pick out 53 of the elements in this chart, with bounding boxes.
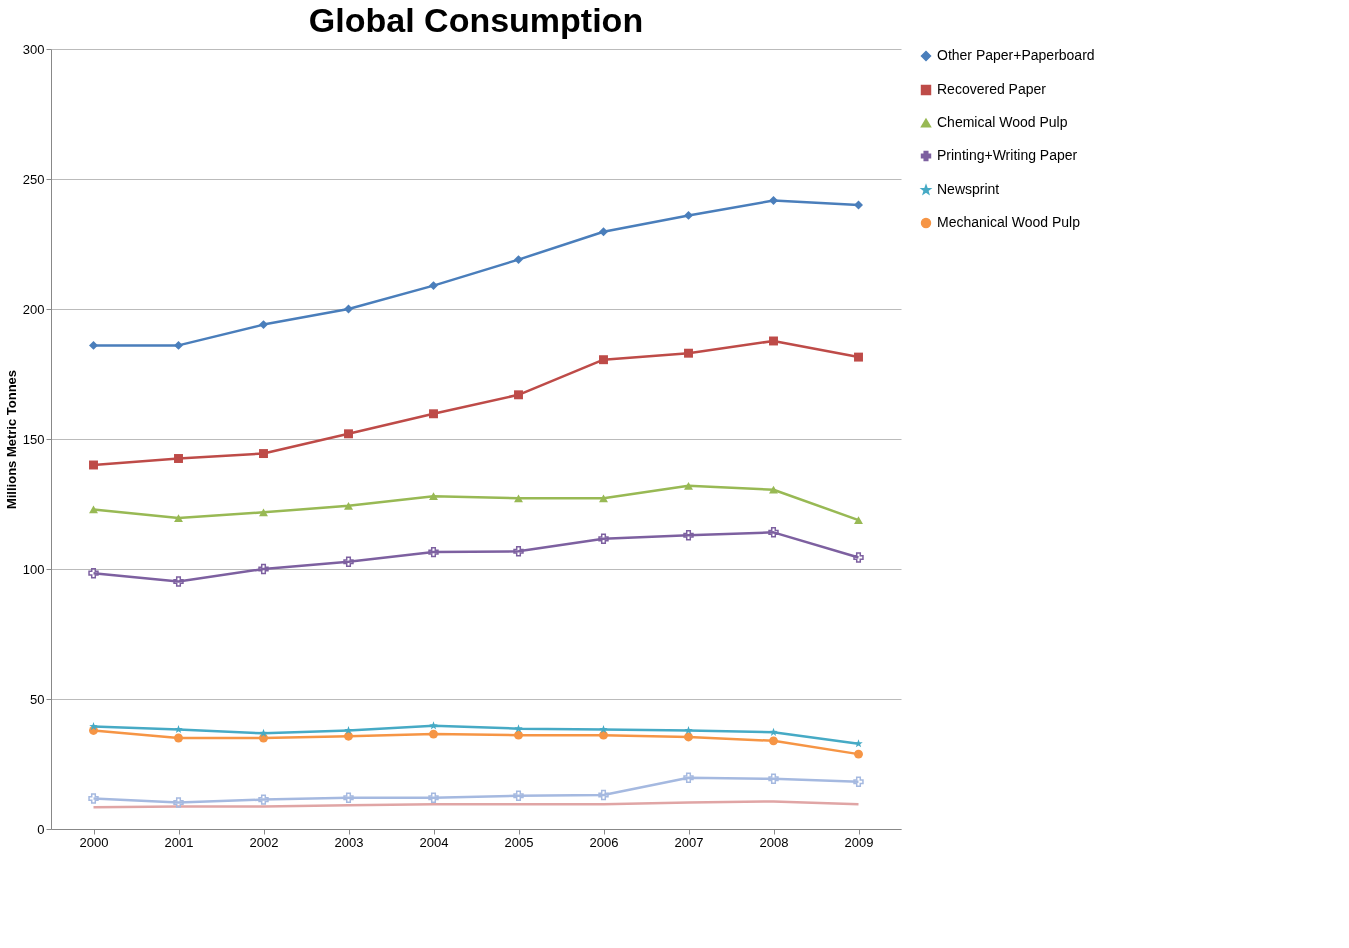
x-tick-label: 2000 — [79, 834, 109, 850]
point — [258, 794, 269, 805]
point — [513, 790, 524, 801]
y-tick-label: 50 — [30, 691, 45, 707]
point — [173, 576, 184, 587]
x-tick-label: 2008 — [759, 834, 789, 850]
point — [89, 340, 98, 350]
y-tick-label: 200 — [22, 301, 45, 317]
point — [599, 227, 608, 237]
point — [514, 255, 523, 265]
y-axis-title: Millions Metric Tonnes — [3, 369, 19, 510]
point — [683, 772, 694, 783]
x-tick-label: 2002 — [249, 834, 279, 850]
legend-label: Newsprint — [937, 181, 1000, 197]
x-tick-label: 2001 — [164, 834, 194, 850]
y-tick-label: 150 — [22, 431, 45, 447]
legend-label: Printing+Writing Paper — [937, 147, 1078, 163]
legend-label: Mechanical Wood Pulp — [937, 214, 1081, 230]
point — [259, 320, 268, 330]
point — [88, 567, 99, 579]
point — [513, 546, 524, 557]
point — [853, 776, 864, 787]
point — [429, 281, 438, 291]
y-tick-label: 0 — [37, 821, 45, 837]
x-tick-label: 2004 — [419, 834, 449, 850]
legend-label: Other Paper+Paperboard — [937, 47, 1095, 63]
point — [683, 529, 694, 541]
point — [769, 196, 778, 206]
point — [258, 563, 269, 575]
point — [768, 527, 779, 538]
point — [853, 552, 864, 563]
point — [684, 210, 693, 220]
x-tick-label: 2009 — [844, 834, 874, 850]
point — [428, 546, 439, 558]
x-tick-label: 2006 — [589, 834, 619, 850]
point — [768, 773, 779, 785]
point — [343, 792, 354, 804]
chart-title: Global Consumption — [308, 1, 644, 39]
y-tick-label: 250 — [22, 171, 45, 187]
point — [88, 793, 99, 804]
x-tick-label: 2007 — [674, 834, 704, 850]
y-tick-label: 100 — [22, 561, 45, 577]
point — [343, 556, 354, 567]
legend-label: Recovered Paper — [937, 81, 1047, 97]
x-tick-label: 2003 — [334, 834, 364, 850]
x-tick-label: 2005 — [504, 834, 534, 850]
point — [598, 789, 609, 801]
legend-label: Chemical Wood Pulp — [937, 114, 1068, 130]
point — [598, 533, 609, 545]
y-tick-label: 300 — [22, 41, 45, 57]
point — [174, 340, 183, 350]
point — [428, 792, 439, 804]
point — [173, 797, 184, 808]
